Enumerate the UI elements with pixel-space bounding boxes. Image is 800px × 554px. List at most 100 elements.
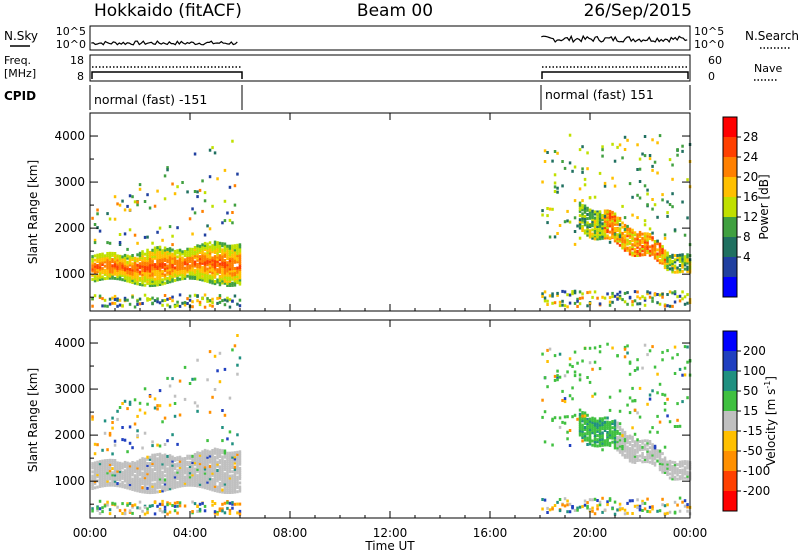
heatmap-cell — [168, 510, 172, 514]
heatmap-cell — [211, 275, 214, 279]
heatmap-cell — [221, 474, 224, 477]
heatmap-cell — [226, 267, 229, 271]
heatmap-cell — [151, 241, 154, 245]
heatmap-cell — [681, 263, 684, 267]
heatmap-cell — [578, 412, 582, 416]
heatmap-cell — [226, 506, 229, 510]
heatmap-cell — [148, 265, 152, 269]
heatmap-cell — [631, 452, 634, 456]
heatmap-cell — [133, 482, 137, 486]
heatmap-cell — [581, 212, 584, 216]
heatmap-cell — [658, 466, 662, 470]
heatmap-cell — [563, 166, 567, 170]
heatmap-cell — [616, 436, 619, 439]
heatmap-cell — [171, 455, 174, 459]
heatmap-cell — [598, 435, 602, 439]
heatmap-cell — [591, 423, 594, 426]
heatmap-cell — [608, 427, 612, 431]
heatmap-cell — [111, 270, 114, 274]
heatmap-cell — [106, 500, 109, 504]
heatmap-cell — [581, 296, 584, 300]
heatmap-cell — [148, 457, 152, 461]
heatmap-cell — [198, 455, 202, 459]
heatmap-cell — [668, 259, 672, 263]
heatmap-cell — [136, 302, 139, 306]
heatmap-cell — [636, 249, 639, 253]
heatmap-cell — [581, 216, 584, 220]
heatmap-cell — [236, 248, 239, 251]
heatmap-cell — [186, 454, 189, 458]
heatmap-cell — [106, 276, 109, 280]
heatmap-cell — [128, 276, 132, 280]
heatmap-cell — [651, 207, 654, 211]
heatmap-cell — [121, 257, 124, 261]
heatmap-cell — [193, 190, 197, 193]
heatmap-cell — [651, 198, 654, 201]
heatmap-cell — [581, 425, 584, 429]
heatmap-cell — [598, 231, 602, 234]
heatmap-cell — [593, 224, 597, 228]
heatmap-cell — [173, 305, 177, 309]
heatmap-cell — [181, 275, 184, 279]
heatmap-cell — [588, 235, 592, 239]
heatmap-cell — [146, 455, 149, 459]
heatmap-cell — [231, 250, 234, 254]
heatmap-cell — [168, 280, 172, 284]
heatmap-cell — [123, 512, 127, 516]
heatmap-cell — [631, 512, 634, 515]
heatmap-cell — [91, 216, 94, 220]
heatmap-cell — [161, 510, 164, 514]
heatmap-cell — [606, 342, 609, 346]
heatmap-cell — [223, 298, 227, 302]
heatmap-cell — [193, 254, 197, 258]
heatmap-cell — [221, 262, 224, 266]
heatmap-cell — [636, 168, 639, 171]
heatmap-cell — [176, 456, 179, 460]
heatmap-cell — [633, 254, 637, 257]
heatmap-cell — [206, 453, 209, 457]
heatmap-cell — [606, 441, 609, 445]
heatmap-cell — [158, 485, 162, 489]
heatmap-cell — [196, 451, 199, 455]
heatmap-cell — [168, 454, 172, 458]
x-tick-label: 04:00 — [173, 526, 208, 540]
heatmap-cell — [106, 481, 109, 485]
heatmap-cell — [131, 264, 134, 268]
heatmap-cell — [143, 480, 147, 484]
heatmap-cell — [681, 144, 684, 148]
heatmap-cell — [598, 212, 602, 216]
heatmap-cell — [208, 452, 212, 456]
heatmap-cell — [553, 374, 557, 378]
heatmap-cell — [141, 475, 144, 479]
heatmap-cell — [218, 248, 222, 251]
heatmap-cell — [143, 457, 147, 461]
heatmap-cell — [203, 246, 207, 249]
heatmap-cell — [91, 487, 94, 490]
heatmap-cell — [628, 440, 632, 444]
heatmap-cell — [226, 451, 229, 455]
heatmap-cell — [208, 268, 212, 272]
heatmap-cell — [613, 220, 617, 224]
heatmap-cell — [148, 455, 152, 459]
heatmap-cell — [206, 478, 209, 482]
heatmap-cell — [118, 259, 122, 262]
heatmap-cell — [628, 229, 632, 233]
heatmap-cell — [131, 461, 134, 464]
heatmap-cell — [621, 440, 624, 444]
heatmap-cell — [663, 266, 667, 270]
heatmap-cell — [126, 262, 129, 266]
heatmap-cell — [226, 211, 229, 215]
heatmap-cell — [161, 251, 164, 255]
heatmap-cell — [626, 451, 629, 455]
heatmap-cell — [211, 455, 214, 459]
heatmap-cell — [131, 266, 134, 270]
heatmap-cell — [218, 256, 222, 260]
colorbar-tick-label: 15 — [743, 404, 758, 418]
heatmap-cell — [601, 216, 604, 220]
heatmap-cell — [586, 225, 589, 229]
heatmap-cell — [101, 275, 104, 279]
heatmap-cell — [593, 235, 597, 239]
heatmap-cell — [166, 166, 169, 170]
heatmap-cell — [603, 443, 607, 447]
heatmap-cell — [221, 260, 224, 264]
